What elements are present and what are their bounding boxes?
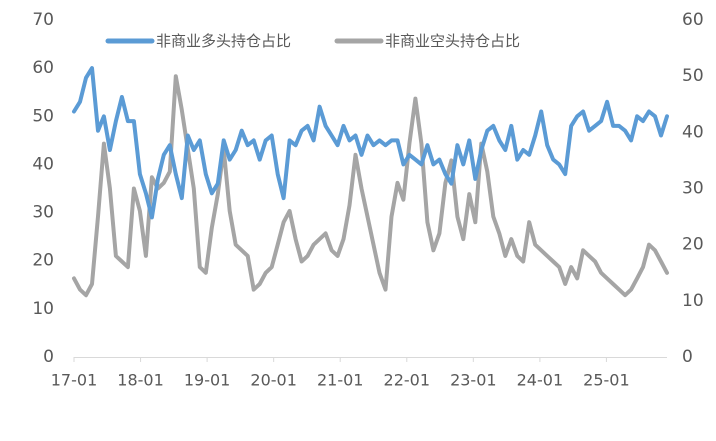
y-left-tick-label: 70 (32, 10, 54, 30)
x-tick-label: 19-01 (184, 371, 231, 390)
x-tick-label: 22-01 (384, 371, 431, 390)
y-left-tick-label: 0 (43, 347, 54, 367)
x-tick-label: 21-01 (317, 371, 364, 390)
series-line-long (72, 66, 669, 220)
y-right-tick-label: 20 (682, 235, 704, 255)
x-tick-label: 24-01 (517, 371, 564, 390)
x-tick-label: 17-01 (51, 371, 98, 390)
x-tick-label: 20-01 (250, 371, 297, 390)
y-right-tick-label: 60 (682, 10, 704, 30)
y-left-tick-label: 10 (32, 299, 54, 319)
legend-label-long: 非商业多头持仓占比 (156, 32, 291, 50)
y-left-tick-label: 50 (32, 106, 54, 126)
legend: 非商业多头持仓占比 非商业空头持仓占比 (105, 32, 520, 50)
y-left-tick-label: 60 (32, 58, 54, 78)
x-tick-label: 18-01 (117, 371, 164, 390)
y-left-tick-label: 20 (32, 251, 54, 271)
y-right-tick-label: 30 (682, 179, 704, 199)
y-left-tick-label: 30 (32, 203, 54, 223)
y-right-tick-label: 50 (682, 66, 704, 86)
y-left-tick-label: 40 (32, 154, 54, 174)
legend-label-short: 非商业空头持仓占比 (385, 32, 520, 50)
y-right-tick-label: 10 (682, 291, 704, 311)
y-right-tick-label: 0 (682, 347, 693, 367)
x-tick-label: 23-01 (450, 371, 497, 390)
series-lines (72, 66, 669, 298)
y-right-tick-label: 40 (682, 122, 704, 142)
x-tick-label: 25-01 (583, 371, 630, 390)
axes: 0 10 20 30 40 50 60 70 0 10 20 30 40 50 60 17-01 18-01 19… (32, 10, 703, 390)
series-line-short (72, 74, 669, 298)
